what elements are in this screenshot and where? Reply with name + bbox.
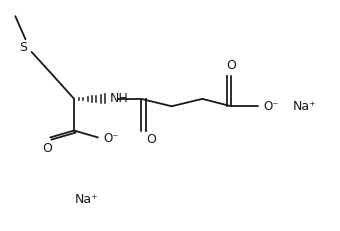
Text: O: O [42, 142, 52, 155]
Text: Na⁺: Na⁺ [292, 100, 316, 113]
Text: Na⁺: Na⁺ [75, 193, 99, 206]
Text: O⁻: O⁻ [103, 132, 119, 145]
Text: O: O [146, 133, 156, 146]
Text: NH: NH [109, 92, 128, 105]
Text: S: S [19, 41, 27, 54]
Text: O⁻: O⁻ [264, 100, 279, 113]
Text: O: O [226, 59, 236, 72]
